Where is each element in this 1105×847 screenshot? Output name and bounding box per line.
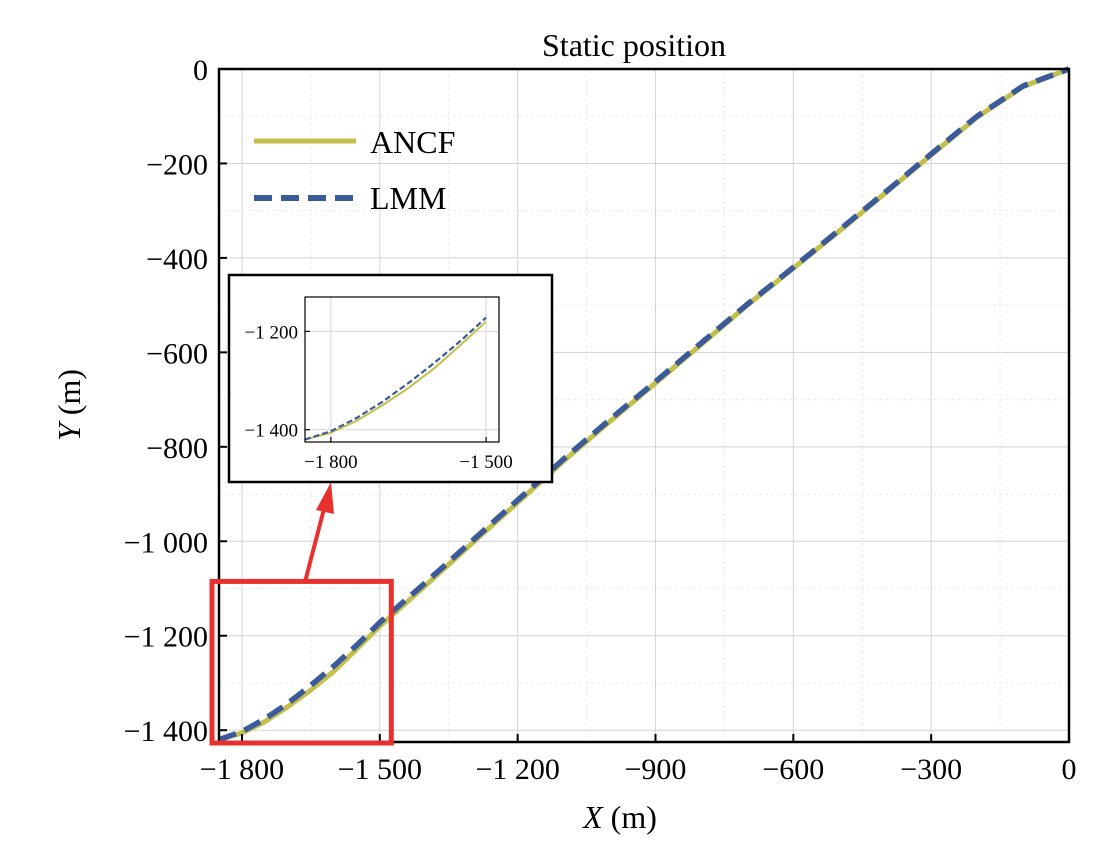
zoom-region-box <box>209 578 394 746</box>
inset-x-tick-label: −1 500 <box>459 452 512 473</box>
legend: ANCF LMM <box>254 124 455 216</box>
series-line-lmm <box>218 66 1070 743</box>
inset-y-tick-label: −1 200 <box>245 322 298 343</box>
x-tick-label: −1 800 <box>200 753 284 786</box>
y-axis-label: Y (m) <box>51 369 87 441</box>
y-tick-label: −800 <box>146 432 208 465</box>
y-tick-label: 0 <box>193 54 208 87</box>
chart-title: Static position <box>542 27 726 63</box>
main-ticks: −1 800 −1 500 −1 200 −900 −600 −300 0 0 −200 −400… <box>124 54 1077 786</box>
inset-series-line-lmm <box>305 316 487 441</box>
x-tick-label: −900 <box>625 753 687 786</box>
x-axis-label-unit: (m) <box>603 799 657 835</box>
y-tick-label: −400 <box>146 243 208 276</box>
y-axis-label-var: Y <box>51 420 87 441</box>
inset-y-tick-label: −1 400 <box>245 421 298 442</box>
inset-panel: −1 800 −1 500 −1 200 −1 400 <box>227 273 554 484</box>
inset-ticks: −1 800 −1 500 −1 200 −1 400 <box>245 322 513 473</box>
legend-label-lmm: LMM <box>370 180 446 216</box>
y-tick-label: −1 000 <box>124 526 208 559</box>
inset-x-tick-label: −1 800 <box>304 452 357 473</box>
x-tick-label: −300 <box>900 753 962 786</box>
y-tick-label: −600 <box>146 337 208 370</box>
plot-frame <box>217 67 1071 744</box>
y-tick-label: −1 400 <box>124 715 208 748</box>
x-tick-label: −600 <box>762 753 824 786</box>
inset-series-line-ancf <box>305 320 487 441</box>
legend-label-ancf: ANCF <box>370 124 455 160</box>
main-series <box>218 66 1070 743</box>
inset-series <box>305 316 487 441</box>
main-grid <box>219 68 1070 742</box>
zoom-arrow-line <box>303 504 327 583</box>
inset-grid <box>305 297 499 442</box>
x-tick-label: 0 <box>1062 753 1077 786</box>
zoom-arrow-head <box>316 482 334 514</box>
y-tick-label: −200 <box>146 148 208 181</box>
x-tick-label: −1 500 <box>338 753 422 786</box>
y-tick-label: −1 200 <box>124 621 208 654</box>
x-axis-label-var: X <box>581 799 604 835</box>
x-tick-label: −1 200 <box>475 753 559 786</box>
x-axis-label: X (m) <box>581 799 657 835</box>
inset-plot-frame <box>304 296 500 443</box>
inset-frame-outer <box>227 273 554 484</box>
y-axis-label-unit: (m) <box>51 369 87 423</box>
